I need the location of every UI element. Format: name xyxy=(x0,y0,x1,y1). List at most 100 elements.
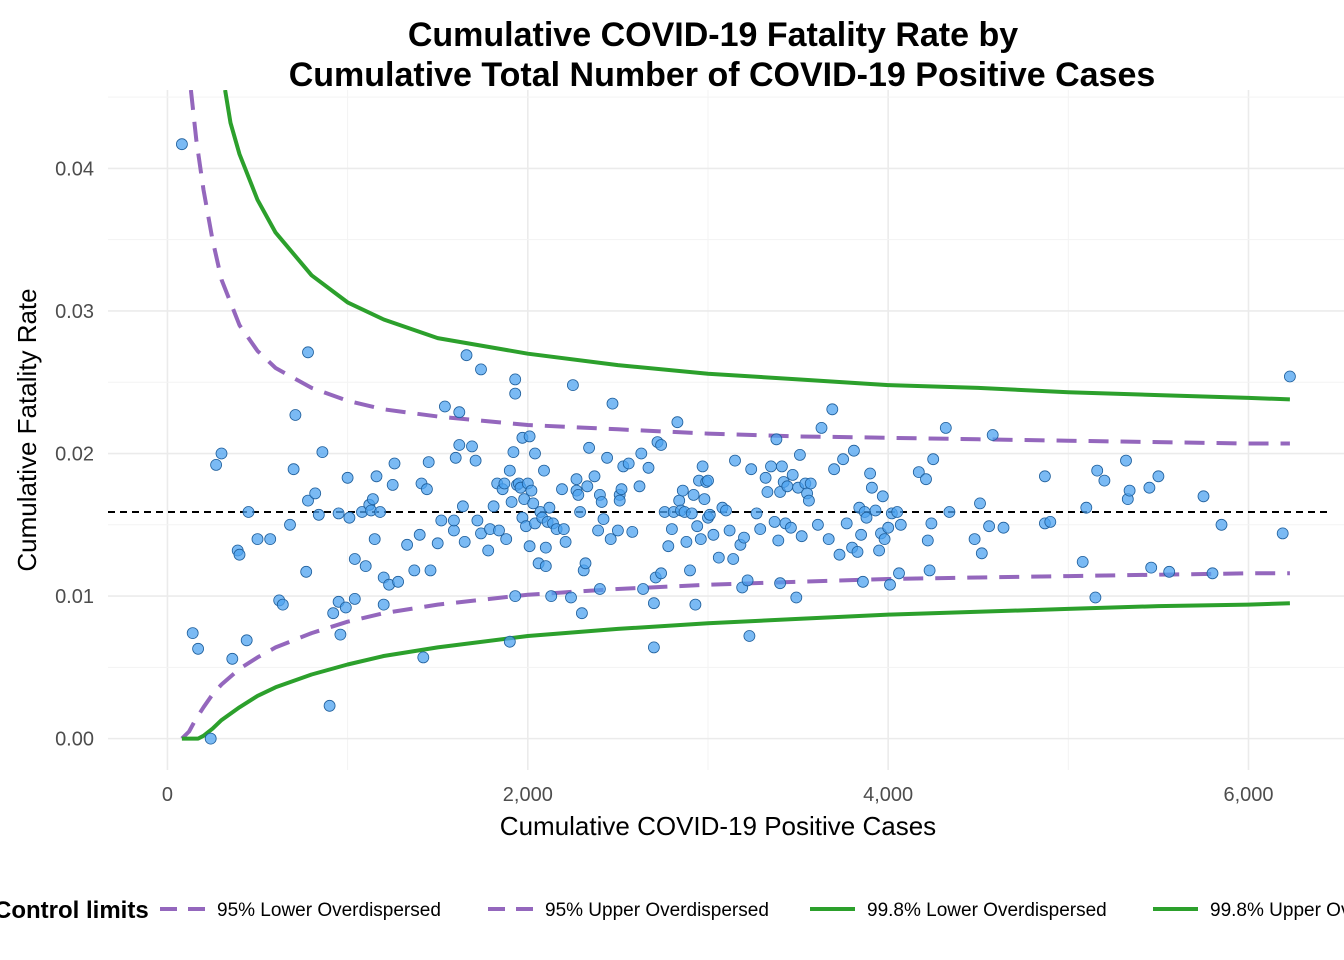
data-point xyxy=(745,463,758,476)
data-point xyxy=(348,593,361,605)
data-point xyxy=(943,506,956,518)
data-point xyxy=(570,473,583,486)
data-point xyxy=(691,520,704,533)
data-point xyxy=(1089,591,1102,604)
data-point xyxy=(781,480,794,493)
data-point xyxy=(447,524,460,537)
x-tick-label: 0 xyxy=(162,784,173,806)
data-point xyxy=(685,507,698,520)
data-point xyxy=(815,421,828,434)
data-point xyxy=(503,635,516,648)
data-point xyxy=(401,538,414,551)
data-point xyxy=(864,467,876,480)
data-point xyxy=(622,457,635,470)
data-point xyxy=(1197,490,1210,503)
data-point xyxy=(594,583,606,595)
data-point xyxy=(612,524,624,537)
data-point xyxy=(857,575,869,588)
data-point xyxy=(289,409,302,421)
x-tick-label: 4,000 xyxy=(863,784,913,806)
data-point xyxy=(327,607,340,620)
data-point xyxy=(240,634,253,647)
control-limit-line xyxy=(223,90,1290,402)
data-point xyxy=(545,590,558,602)
data-point xyxy=(860,511,873,524)
data-point xyxy=(503,464,516,477)
data-point xyxy=(893,567,905,580)
data-point xyxy=(233,548,246,561)
data-point xyxy=(637,583,649,595)
data-point xyxy=(316,446,329,459)
data-point xyxy=(606,397,619,410)
data-point xyxy=(539,560,552,572)
data-point xyxy=(417,651,430,664)
data-point xyxy=(505,496,518,508)
data-point xyxy=(302,494,314,507)
data-point xyxy=(370,470,383,483)
data-point xyxy=(812,518,824,531)
data-point xyxy=(581,480,594,493)
data-point xyxy=(786,468,799,481)
data-point xyxy=(615,483,628,496)
data-point xyxy=(666,523,678,535)
data-point xyxy=(583,441,595,454)
data-point xyxy=(210,458,223,471)
data-point xyxy=(983,520,995,533)
control-limit-line xyxy=(180,571,1290,741)
data-point xyxy=(761,486,774,498)
data-point xyxy=(438,400,451,413)
data-point xyxy=(702,474,714,487)
data-point xyxy=(891,506,904,518)
data-point xyxy=(466,440,478,453)
data-point xyxy=(1076,556,1089,568)
data-point xyxy=(727,553,740,565)
data-point xyxy=(884,578,896,591)
control-limit-line xyxy=(188,90,1290,446)
data-point xyxy=(754,523,767,535)
data-point xyxy=(741,574,754,587)
data-point xyxy=(482,544,495,557)
x-axis-ticks: 0 2,000 4,000 6,000 xyxy=(162,784,1274,806)
data-point xyxy=(386,478,399,491)
data-point xyxy=(312,508,325,521)
data-point xyxy=(460,349,473,362)
y-tick-label: 0.01 xyxy=(55,586,94,608)
data-point xyxy=(574,506,586,518)
data-point xyxy=(866,481,878,494)
data-point xyxy=(565,591,577,604)
data-point xyxy=(1044,516,1057,528)
data-point xyxy=(974,497,986,510)
data-point xyxy=(878,533,891,545)
data-point xyxy=(557,523,570,535)
data-point xyxy=(694,533,707,545)
data-point xyxy=(341,471,354,484)
data-point xyxy=(456,500,469,513)
data-point xyxy=(927,453,940,466)
data-point xyxy=(509,387,522,400)
data-point xyxy=(493,524,505,537)
data-point xyxy=(453,439,466,451)
data-point xyxy=(840,517,853,530)
data-point xyxy=(332,507,345,520)
data-point xyxy=(572,488,585,501)
data-point xyxy=(1080,501,1093,514)
data-point xyxy=(507,446,520,459)
data-point xyxy=(309,487,322,500)
legend-label: 99.8% Lower Overdispersed xyxy=(867,900,1107,921)
data-point xyxy=(1276,527,1289,540)
data-point xyxy=(264,533,277,545)
legend-label: 95% Lower Overdispersed xyxy=(217,900,441,921)
data-point xyxy=(1152,470,1165,483)
chart-title-line-1: Cumulative COVID-19 Fatality Rate by xyxy=(408,16,1018,54)
data-point xyxy=(453,406,466,419)
y-tick-label: 0.00 xyxy=(55,729,94,751)
data-point xyxy=(1120,454,1132,467)
data-point xyxy=(556,483,568,496)
data-point xyxy=(242,506,255,518)
data-point xyxy=(471,514,484,527)
scatter-points xyxy=(175,138,1296,745)
data-point xyxy=(1143,481,1156,494)
data-point xyxy=(743,630,756,642)
data-point xyxy=(215,447,228,460)
